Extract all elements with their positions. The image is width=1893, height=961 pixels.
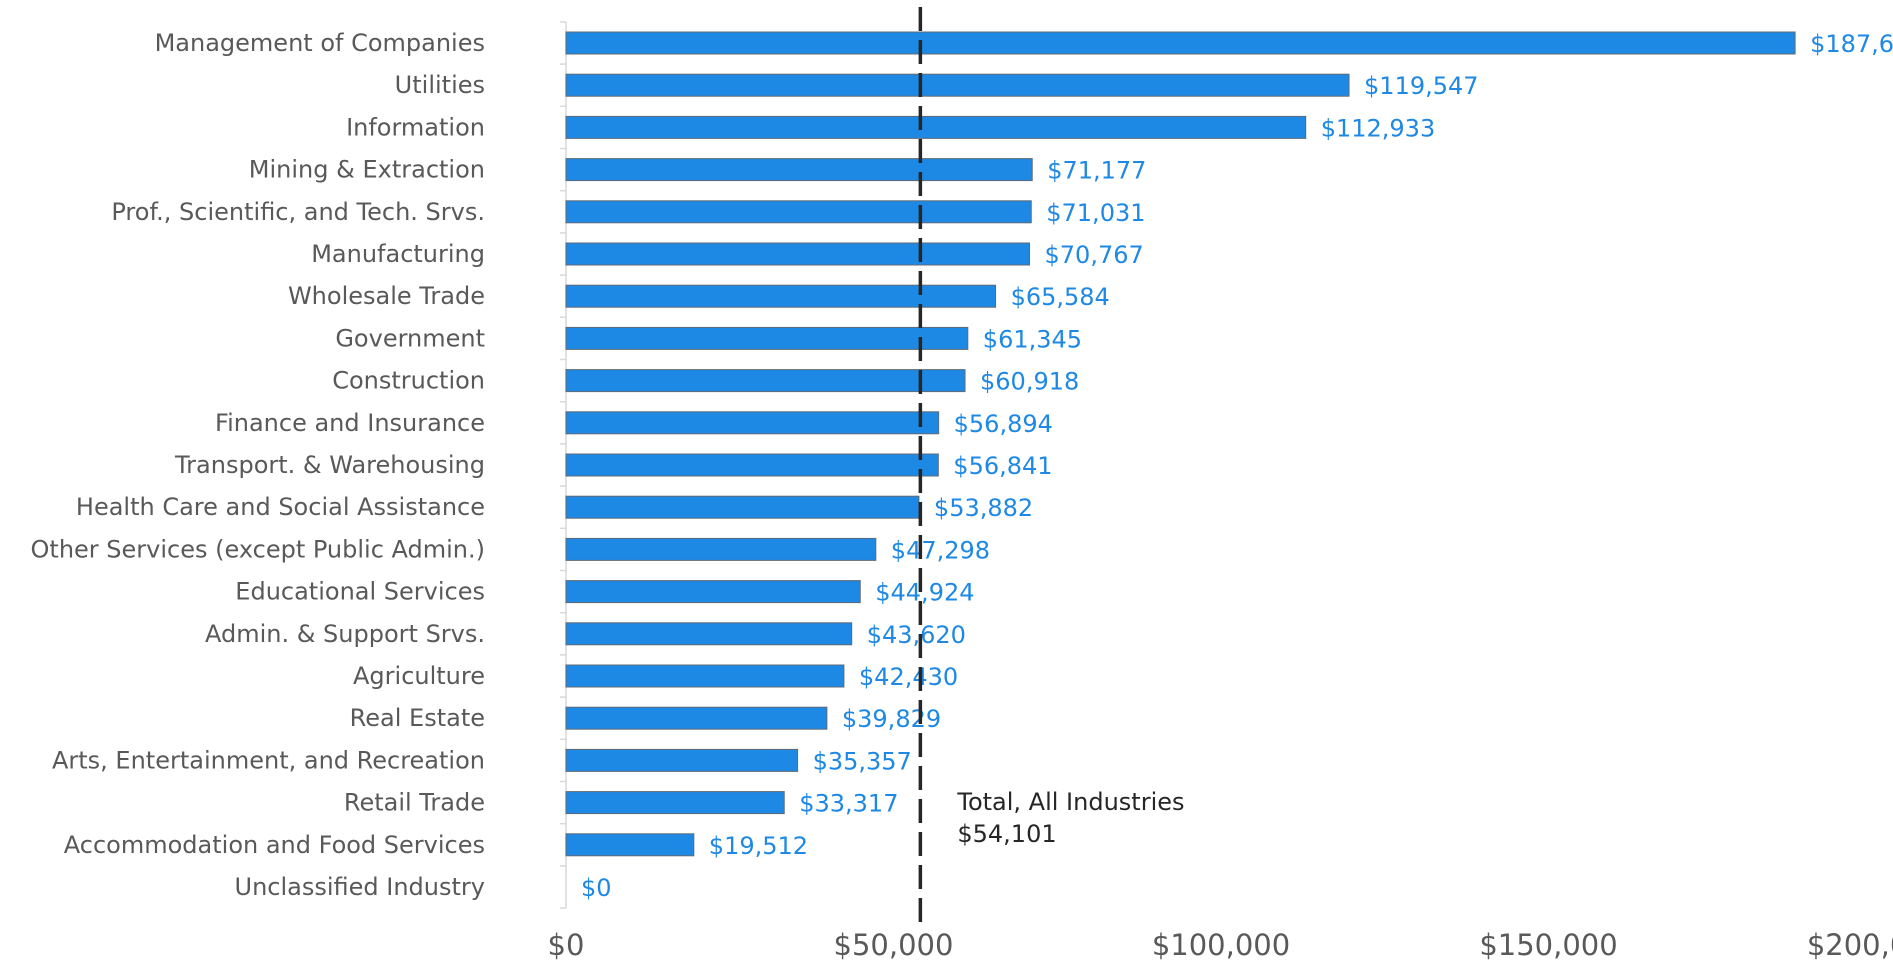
reference-line-value: $54,101: [957, 820, 1056, 848]
category-label: Arts, Entertainment, and Recreation: [52, 746, 485, 774]
x-tick-label: $0: [548, 928, 585, 961]
category-label: Unclassified Industry: [235, 873, 486, 901]
value-label: $119,547: [1364, 72, 1479, 100]
value-label: $71,031: [1046, 199, 1145, 227]
value-label: $56,841: [953, 452, 1052, 480]
category-label: Management of Companies: [155, 29, 485, 57]
x-tick-label: $100,000: [1152, 928, 1290, 961]
category-label: Construction: [332, 367, 485, 395]
category-label: Real Estate: [350, 704, 485, 732]
value-label: $43,620: [867, 621, 966, 649]
value-label: $39,829: [842, 705, 941, 733]
value-label: $19,512: [709, 832, 808, 860]
x-axis: $0 $50,000 $100,000 $150,000 $200,000: [548, 928, 1893, 961]
x-tick-label: $200,000: [1807, 928, 1893, 961]
category-label: Prof., Scientific, and Tech. Srvs.: [111, 198, 485, 226]
value-label: $70,767: [1045, 241, 1144, 269]
value-label: $60,918: [980, 368, 1079, 396]
bar: [565, 664, 845, 688]
value-label: $0: [581, 874, 612, 902]
value-label: $65,584: [1011, 283, 1110, 311]
reference-line-label: Total, All Industries: [956, 788, 1184, 816]
category-label: Admin. & Support Srvs.: [205, 620, 485, 648]
value-label: $33,317: [799, 790, 898, 818]
category-label: Health Care and Social Assistance: [76, 493, 485, 521]
bar: [565, 622, 853, 646]
category-labels: Management of Companies Utilities Informat…: [31, 29, 485, 901]
value-label: $56,894: [954, 410, 1053, 438]
bar: [565, 115, 1307, 139]
y-axis: [560, 21, 567, 909]
bars: [565, 31, 1796, 857]
category-label: Agriculture: [353, 662, 485, 690]
value-label: $47,298: [891, 536, 990, 564]
value-label: $42,430: [859, 663, 958, 691]
bar: [565, 495, 920, 519]
category-label: Retail Trade: [344, 789, 485, 817]
value-label: $71,177: [1047, 157, 1146, 185]
value-label: $187,648: [1810, 30, 1893, 58]
bar: [565, 537, 877, 561]
bar: [565, 748, 799, 772]
category-label: Educational Services: [235, 578, 485, 606]
bar: [565, 200, 1032, 224]
category-label: Transport. & Warehousing: [174, 451, 485, 479]
value-label: $44,924: [875, 579, 974, 607]
category-label: Information: [346, 113, 485, 141]
bar: [565, 791, 785, 815]
bar: [565, 31, 1796, 55]
value-label: $35,357: [813, 747, 912, 775]
bar: [565, 73, 1350, 97]
bar: [565, 411, 940, 435]
bar: [565, 242, 1031, 266]
category-label: Accommodation and Food Services: [64, 831, 485, 859]
category-label: Finance and Insurance: [215, 409, 485, 437]
category-label: Wholesale Trade: [288, 282, 485, 310]
x-tick-label: $50,000: [834, 928, 954, 961]
category-label: Government: [335, 324, 485, 352]
reference-line-group: Total, All Industries $54,101: [918, 7, 1185, 922]
bar: [565, 580, 861, 604]
value-label: $61,345: [983, 325, 1082, 353]
bar: [565, 284, 997, 308]
bar: [565, 833, 695, 857]
bar: [565, 453, 939, 477]
bar: [565, 158, 1033, 182]
value-label: $53,882: [934, 494, 1033, 522]
bar: [565, 706, 828, 730]
bar: [565, 326, 969, 350]
category-label: Utilities: [395, 71, 485, 99]
bar: [565, 369, 966, 393]
category-label: Other Services (except Public Admin.): [31, 535, 485, 563]
category-label: Manufacturing: [311, 240, 485, 268]
value-labels: $187,648 $119,547 $112,933 $71,177 $71,031 $7…: [581, 30, 1893, 902]
value-label: $112,933: [1321, 114, 1436, 142]
category-label: Mining & Extraction: [249, 156, 485, 184]
x-tick-label: $150,000: [1479, 928, 1617, 961]
